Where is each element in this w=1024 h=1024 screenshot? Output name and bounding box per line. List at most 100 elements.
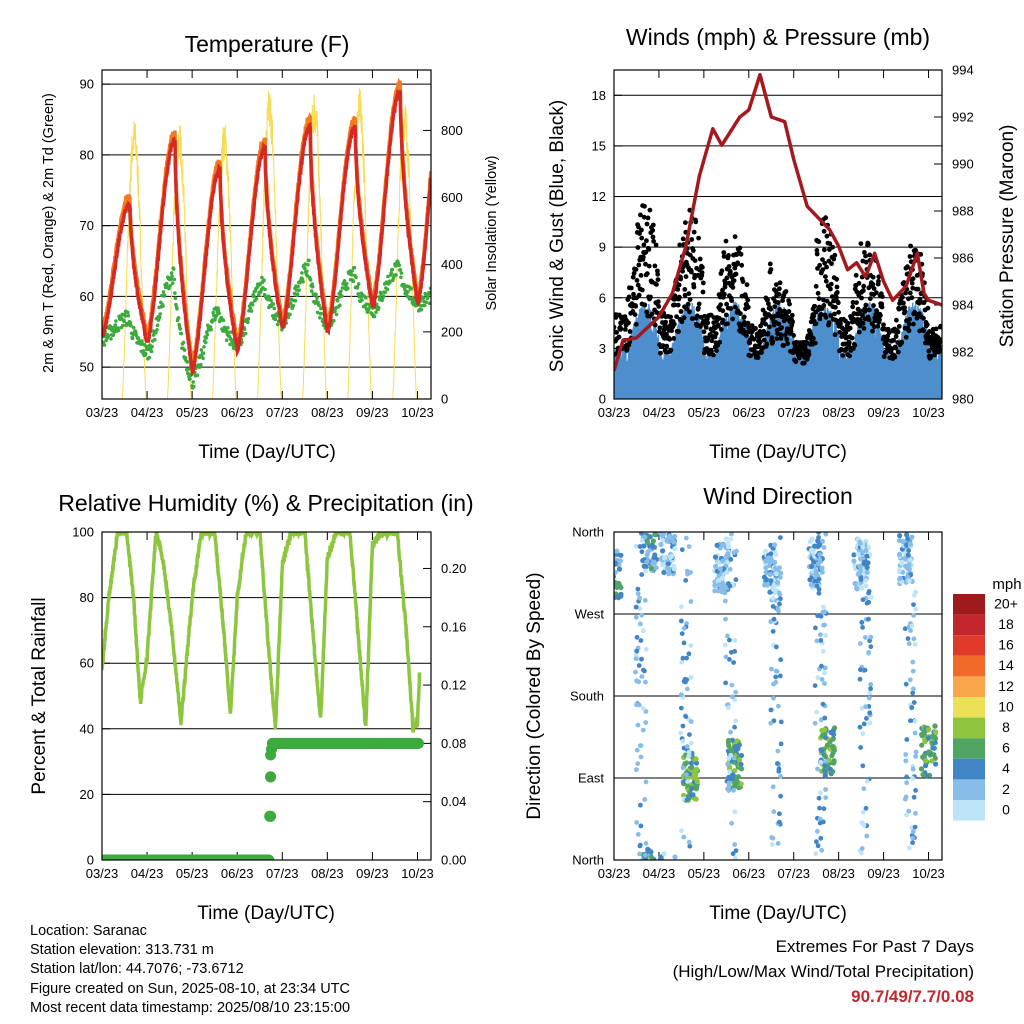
direction-point [860,809,866,815]
legend-label: 10 [998,698,1014,714]
gust-point [692,258,698,263]
direction-point [860,763,866,769]
dewpoint-point [302,266,307,271]
gust-point [634,278,640,283]
direction-point [732,744,739,750]
direction-point [672,854,678,860]
direction-point [618,552,624,558]
direction-point [952,559,957,564]
direction-point [822,763,828,768]
gust-point [691,284,697,290]
dir-xtick-label: 08/23 [822,866,855,881]
direction-point [651,554,657,561]
temp-ytick-label: 60 [80,289,94,304]
direction-point [685,571,690,577]
dewpoint-point [116,328,121,333]
dewpoint-point [106,334,111,338]
direction-point [904,812,909,818]
gust-point [911,321,916,327]
direction-point [607,573,612,578]
gust-point [728,306,734,311]
direction-point [951,841,956,846]
gust-point [906,328,912,334]
winds-title: Winds (mph) & Pressure (mb) [626,24,930,50]
direction-point [608,562,613,567]
dewpoint-point [421,296,426,300]
wind-band [614,300,942,399]
direction-point [859,585,865,591]
gust-point [770,339,776,345]
direction-point [607,589,612,594]
direction-point [948,740,953,745]
dewpoint-point [147,355,152,360]
dewpoint-point [102,343,107,347]
direction-point [635,832,641,837]
direction-point [778,719,784,725]
dewpoint-point [179,331,184,336]
gust-point [652,263,658,269]
direction-point [817,820,823,826]
direction-point [910,766,916,772]
direction-point [818,632,823,638]
direction-point [642,534,648,540]
direction-point [712,588,718,594]
gust-point [637,231,642,236]
direction-point [640,706,646,711]
wind-series [614,300,942,399]
gust-point [790,319,795,325]
direction-point [665,565,671,571]
info-recent: Most recent data timestamp: 2025/08/10 2… [30,999,351,1016]
dewpoint-point [203,340,208,345]
direction-point [903,681,909,687]
direction-point [855,571,861,577]
direction-point [771,695,776,701]
gust-point [640,254,646,260]
direction-point [686,544,692,549]
gust-point [879,304,885,310]
gust-point [773,289,779,294]
direction-point [867,720,873,726]
winds-yaxis-right: 980 982 984 986 988 990 992 994 [934,63,974,407]
direction-point [638,754,644,760]
direction-point [616,566,623,572]
gust-point [779,325,784,330]
direction-point [658,541,664,548]
direction-point [732,768,738,774]
speed-legend: 20+ 18 16 14 12 10 8 6 4 2 0 [953,594,1018,821]
direction-point [906,567,912,572]
gust-point [757,329,763,334]
temp-ylabel-right: Solar Insolation (Yellow) [484,155,500,310]
dewpoint-point [399,275,403,280]
winds-ytick-label: 15 [592,138,606,153]
gust-point [732,234,738,240]
direction-point [671,539,677,545]
direction-point [771,587,776,593]
dewpoint-point [173,296,178,301]
direction-point [822,681,827,686]
gust-point [834,276,840,282]
gust-point [856,280,862,286]
direction-point [777,673,783,679]
direction-point [815,828,820,834]
gust-point [696,301,702,307]
dewpoint-point [294,288,299,292]
direction-point [634,747,640,753]
dewpoint-point [427,301,431,306]
dewpoint-point [334,312,339,317]
gust-point [639,235,645,241]
gust-point [724,301,729,307]
direction-point [899,560,905,566]
direction-point [907,557,913,563]
extremes-value: 90.7/49/7.7/0.08 [851,987,974,1006]
direction-point [866,695,872,701]
direction-point [770,629,776,634]
dewpoint-point [336,295,341,300]
direction-point [732,649,738,654]
gust-point [813,321,819,327]
direction-point [950,851,955,856]
direction-point [678,730,684,736]
dewpoint-point [201,351,206,356]
direction-point [913,749,919,755]
gust-point [781,343,786,348]
gust-point [838,321,843,326]
